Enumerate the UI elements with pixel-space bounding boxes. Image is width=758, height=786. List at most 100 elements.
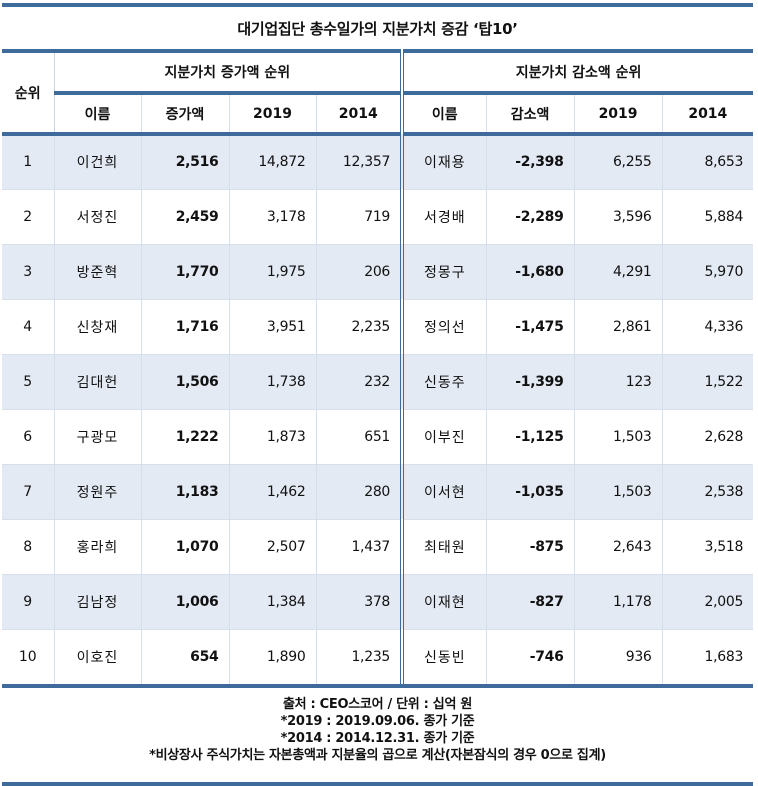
rank-cell: 8 — [2, 518, 54, 574]
inc-name-cell: 홍라희 — [53, 518, 141, 574]
table-row: 10 이호진 654 1,890 1,235 신동빈 -746 936 1,68… — [2, 628, 754, 684]
inc-2019-cell: 1,975 — [228, 243, 316, 299]
table-row: 8 홍라희 1,070 2,507 1,437 최태원 -875 2,643 3… — [2, 518, 754, 574]
dec-2019-cell: 1,178 — [573, 573, 663, 629]
dec-name-cell: 이부진 — [400, 408, 487, 464]
inc-name-cell: 김남정 — [53, 573, 141, 629]
table-body: 1 이건희 2,516 14,872 12,357 이재용 -2,398 6,2… — [2, 133, 754, 684]
dec-2014-cell: 1,522 — [661, 353, 754, 409]
equity-value-table-document: 대기업집단 총수일가의 지분가치 증감 ‘탑10’ 순위 지분가치 증가액 순위… — [2, 3, 754, 786]
inc-2014-cell: 1,235 — [315, 628, 403, 684]
inc-2014-cell: 280 — [315, 463, 403, 519]
inc-2014-cell: 12,357 — [315, 133, 403, 189]
rank-cell: 1 — [2, 133, 54, 189]
rank-cell: 5 — [2, 353, 54, 409]
rank-cell: 7 — [2, 463, 54, 519]
inc-amount-cell: 2,459 — [140, 188, 229, 244]
inc-name-cell: 이호진 — [53, 628, 141, 684]
dec-2019-cell: 936 — [573, 628, 663, 684]
dec-2014-cell: 2,005 — [661, 573, 754, 629]
inc-name-cell: 정원주 — [53, 463, 141, 519]
inc-amount-cell: 1,006 — [140, 573, 229, 629]
dec-2019-cell: 2,643 — [573, 518, 663, 574]
inc-amount-cell: 1,183 — [140, 463, 229, 519]
col-header-dec-2019: 2019 — [573, 91, 663, 134]
dec-amount-cell: -1,035 — [485, 463, 575, 519]
inc-2019-cell: 14,872 — [228, 133, 316, 189]
dec-2014-cell: 2,538 — [661, 463, 754, 519]
table-row: 7 정원주 1,183 1,462 280 이서현 -1,035 1,503 2… — [2, 463, 754, 519]
dec-2019-cell: 1,503 — [573, 408, 663, 464]
dec-2019-cell: 4,291 — [573, 243, 663, 299]
inc-2019-cell: 2,507 — [228, 518, 316, 574]
note-2019: *2019 : 2019.09.06. 종가 기준 — [280, 714, 475, 729]
col-header-inc-amount: 증가액 — [140, 91, 229, 134]
bottom-border — [2, 782, 753, 786]
rank-cell: 9 — [2, 573, 54, 629]
dec-name-cell: 이서현 — [400, 463, 487, 519]
table-row: 1 이건희 2,516 14,872 12,357 이재용 -2,398 6,2… — [2, 133, 754, 189]
dec-2019-cell: 3,596 — [573, 188, 663, 244]
col-header-dec-2014: 2014 — [661, 91, 754, 134]
inc-amount-cell: 1,770 — [140, 243, 229, 299]
dec-amount-cell: -2,289 — [485, 188, 575, 244]
dec-amount-cell: -875 — [485, 518, 575, 574]
rank-header: 순위 — [2, 49, 55, 134]
inc-2014-cell: 2,235 — [315, 298, 403, 354]
page-title: 대기업집단 총수일가의 지분가치 증감 ‘탑10’ — [237, 19, 518, 38]
dec-amount-cell: -1,475 — [485, 298, 575, 354]
dec-amount-cell: -827 — [485, 573, 575, 629]
inc-2019-cell: 1,462 — [228, 463, 316, 519]
table-row: 9 김남정 1,006 1,384 378 이재현 -827 1,178 2,0… — [2, 573, 754, 629]
inc-amount-cell: 1,070 — [140, 518, 229, 574]
increase-group-header: 지분가치 증가액 순위 — [54, 49, 403, 93]
dec-2019-cell: 2,861 — [573, 298, 663, 354]
inc-2014-cell: 1,437 — [315, 518, 403, 574]
ranking-table: 순위 지분가치 증가액 순위 지분가치 감소액 순위 이름 증가액 2019 2… — [2, 49, 754, 684]
inc-amount-cell: 1,506 — [140, 353, 229, 409]
dec-name-cell: 정의선 — [400, 298, 487, 354]
dec-2014-cell: 1,683 — [661, 628, 754, 684]
dec-2014-cell: 2,628 — [661, 408, 754, 464]
dec-amount-cell: -1,680 — [485, 243, 575, 299]
rank-cell: 6 — [2, 408, 54, 464]
inc-amount-cell: 1,716 — [140, 298, 229, 354]
dec-name-cell: 신동주 — [400, 353, 487, 409]
inc-amount-cell: 2,516 — [140, 133, 229, 189]
dec-2014-cell: 5,884 — [661, 188, 754, 244]
dec-name-cell: 서경배 — [400, 188, 487, 244]
dec-amount-cell: -1,125 — [485, 408, 575, 464]
dec-2019-cell: 1,503 — [573, 463, 663, 519]
inc-2014-cell: 719 — [315, 188, 403, 244]
table-row: 2 서정진 2,459 3,178 719 서경배 -2,289 3,596 5… — [2, 188, 754, 244]
inc-2019-cell: 1,738 — [228, 353, 316, 409]
dec-2014-cell: 3,518 — [661, 518, 754, 574]
dec-amount-cell: -1,399 — [485, 353, 575, 409]
note-unlisted: *비상장사 주식가치는 자본총액과 지분율의 곱으로 계산(자본잠식의 경우 0… — [149, 748, 606, 763]
col-header-dec-name: 이름 — [400, 91, 487, 134]
dec-amount-cell: -2,398 — [485, 133, 575, 189]
inc-2014-cell: 206 — [315, 243, 403, 299]
dec-2014-cell: 8,653 — [661, 133, 754, 189]
dec-amount-cell: -746 — [485, 628, 575, 684]
rank-cell: 2 — [2, 188, 54, 244]
footnotes: 출처 : CEO스코어 / 단위 : 십억 원 *2019 : 2019.09.… — [2, 688, 753, 776]
rank-cell: 3 — [2, 243, 54, 299]
dec-name-cell: 최태원 — [400, 518, 487, 574]
source-note: 출처 : CEO스코어 / 단위 : 십억 원 — [283, 697, 472, 712]
inc-name-cell: 서정진 — [53, 188, 141, 244]
inc-amount-cell: 654 — [140, 628, 229, 684]
table-row: 4 신창재 1,716 3,951 2,235 정의선 -1,475 2,861… — [2, 298, 754, 354]
dec-name-cell: 이재현 — [400, 573, 487, 629]
rank-cell: 10 — [2, 628, 54, 684]
inc-name-cell: 김대헌 — [53, 353, 141, 409]
inc-name-cell: 방준혁 — [53, 243, 141, 299]
inc-name-cell: 구광모 — [53, 408, 141, 464]
inc-name-cell: 신창재 — [53, 298, 141, 354]
note-2014: *2014 : 2014.12.31. 종가 기준 — [280, 731, 475, 746]
inc-2019-cell: 1,890 — [228, 628, 316, 684]
inc-2019-cell: 3,951 — [228, 298, 316, 354]
col-header-inc-2019: 2019 — [228, 91, 316, 134]
inc-2014-cell: 651 — [315, 408, 403, 464]
top-border — [2, 3, 753, 7]
